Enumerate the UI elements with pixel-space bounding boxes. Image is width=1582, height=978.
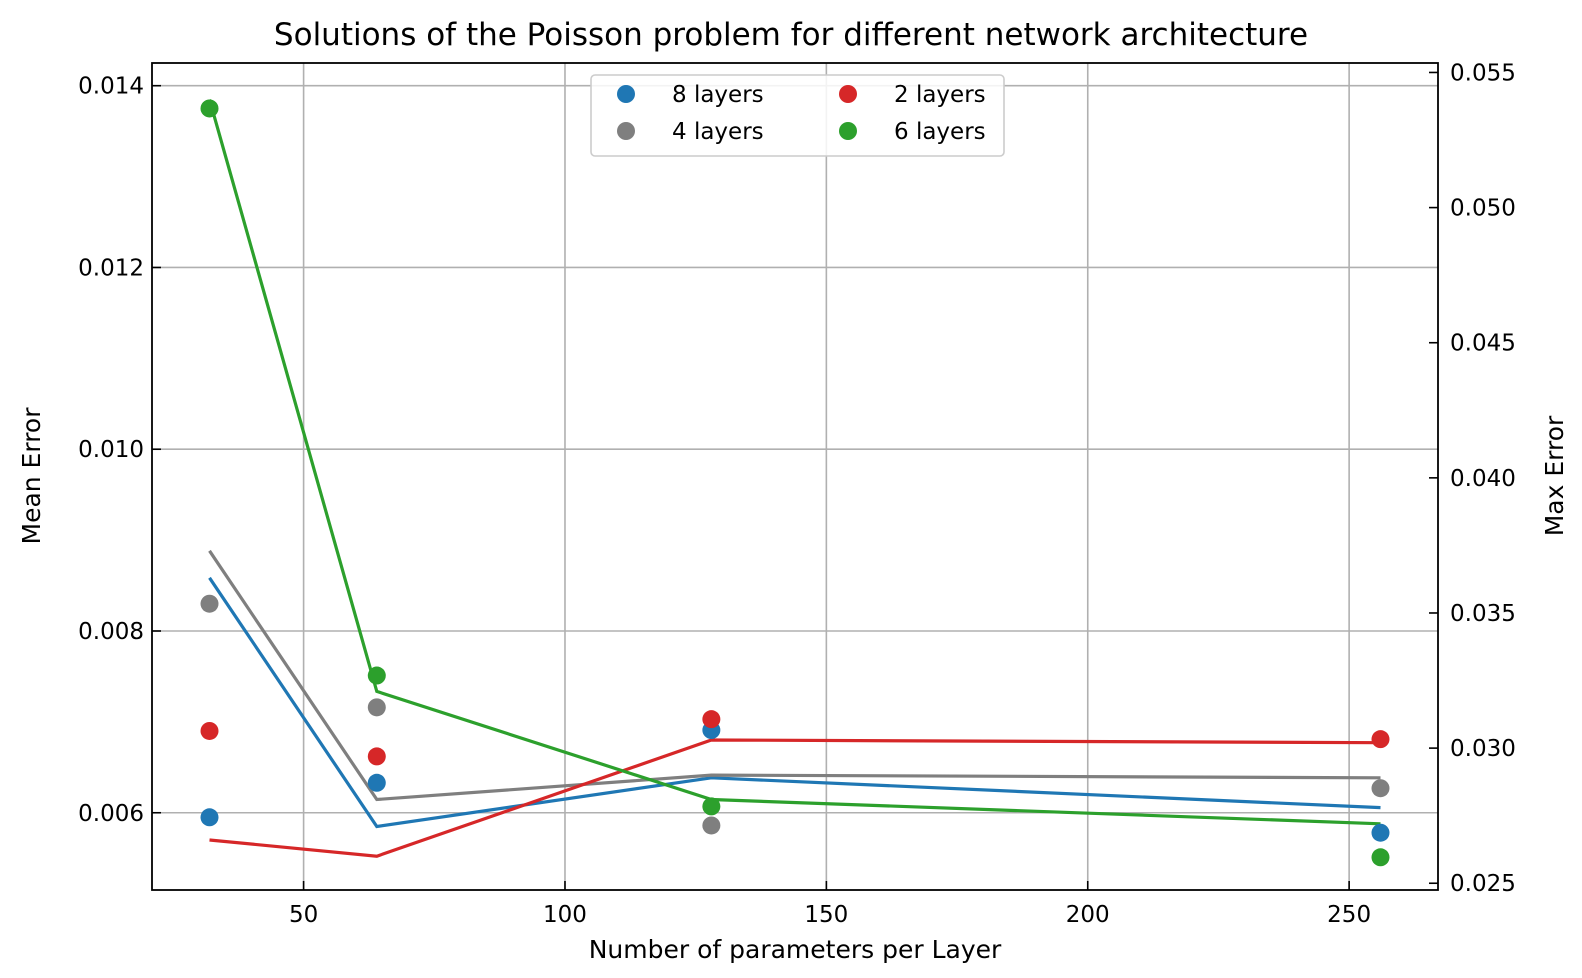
mean-error-point-series-2 <box>367 747 386 766</box>
y-tick-label: 0.014 <box>78 74 144 100</box>
mean-error-point-series-2 <box>702 710 721 729</box>
legend-frame <box>590 74 1005 157</box>
mean-error-point-series-0 <box>1371 823 1390 842</box>
legend-marker <box>839 122 857 140</box>
y-axis-label: Mean Error <box>17 407 46 545</box>
mean-error-point-series-3 <box>367 666 386 685</box>
y-tick-label: 0.008 <box>78 619 144 645</box>
y2-tick-label: 0.025 <box>1450 871 1516 897</box>
y2-axis-label: Max Error <box>1540 415 1569 536</box>
mean-error-point-series-2 <box>1371 730 1390 749</box>
y2-tick-label: 0.040 <box>1450 466 1516 492</box>
mean-error-point-series-1 <box>702 816 721 835</box>
x-tick-label: 50 <box>289 902 318 928</box>
mean-error-point-series-3 <box>200 99 219 118</box>
y-axis-right: 0.025 0.030 0.035 0.040 0.045 0.050 0.055 <box>1429 60 1516 897</box>
mean-error-point-series-2 <box>200 721 219 740</box>
y2-tick-label: 0.035 <box>1450 601 1516 627</box>
y-tick-label: 0.006 <box>78 801 144 827</box>
mean-error-point-series-1 <box>1371 779 1390 798</box>
legend-marker <box>617 122 635 140</box>
max-error-line-series-1 <box>208 549 1381 802</box>
max-error-line-series-3 <box>207 99 1381 826</box>
x-tick-label: 150 <box>804 902 848 928</box>
y-axis-left: 0.006 0.008 0.010 0.012 0.014 <box>78 74 161 827</box>
legend-label: 2 layers <box>894 82 986 108</box>
y-tick-label: 0.012 <box>78 255 144 281</box>
mean-error-point-series-1 <box>367 698 386 717</box>
y2-tick-label: 0.030 <box>1450 736 1516 762</box>
y2-tick-label: 0.045 <box>1450 331 1516 357</box>
y-tick-label: 0.010 <box>78 437 144 463</box>
mean-error-point-series-0 <box>200 808 219 827</box>
mean-error-point-series-0 <box>367 773 386 792</box>
legend-label: 8 layers <box>672 82 764 108</box>
series-points <box>200 99 1390 867</box>
chart-title: Solutions of the Poisson problem for dif… <box>274 17 1308 53</box>
x-tick-label: 100 <box>543 902 587 928</box>
x-axis: 50 100 150 200 250 <box>289 881 1371 928</box>
mean-error-point-series-3 <box>702 797 721 816</box>
mean-error-point-series-1 <box>200 594 219 613</box>
legend-label: 6 layers <box>894 119 986 145</box>
mean-error-point-series-3 <box>1371 848 1390 867</box>
x-axis-label: Number of parameters per Layer <box>589 935 1002 964</box>
max-error-line-series-2 <box>209 738 1381 858</box>
x-tick-label: 250 <box>1327 902 1371 928</box>
y2-tick-label: 0.055 <box>1450 60 1516 86</box>
legend-marker <box>617 85 635 103</box>
grid <box>152 63 1438 890</box>
legend-label: 4 layers <box>672 119 764 145</box>
series-lines <box>207 99 1381 858</box>
y2-tick-label: 0.050 <box>1450 196 1516 222</box>
x-tick-label: 200 <box>1066 902 1110 928</box>
max-error-line-series-0 <box>208 576 1381 829</box>
legend: 8 layers 4 layers 2 layers 6 layers <box>590 74 1005 157</box>
plot-frame <box>151 62 1439 891</box>
legend-marker <box>839 85 857 103</box>
